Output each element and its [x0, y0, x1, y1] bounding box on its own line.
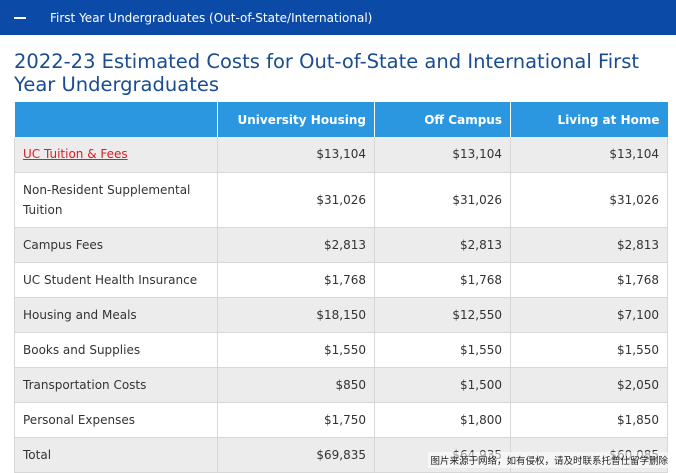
row-label: UC Student Health Insurance — [15, 262, 218, 297]
value-cell: $2,813 — [511, 227, 668, 262]
value-cell: $12,550 — [375, 297, 511, 332]
page-title: 2022-23 Estimated Costs for Out-of-State… — [14, 50, 664, 96]
row-label: Campus Fees — [15, 227, 218, 262]
column-header-label — [15, 102, 218, 137]
value-cell: $1,500 — [375, 367, 511, 402]
value-cell: $31,026 — [218, 172, 375, 227]
table-row: Housing and Meals $18,150 $12,550 $7,100 — [15, 297, 668, 332]
table-row: Campus Fees $2,813 $2,813 $2,813 — [15, 227, 668, 262]
accordion-label: First Year Undergraduates (Out-of-State/… — [50, 11, 372, 25]
value-cell: $13,104 — [375, 137, 511, 172]
table-row: Non-Resident Supplemental Tuition $31,02… — [15, 172, 668, 227]
uc-tuition-fees-link[interactable]: UC Tuition & Fees — [23, 147, 128, 161]
value-cell: $2,050 — [511, 367, 668, 402]
watermark-text: 图片来源于网络，如有侵权，请及时联系托普仕留学删除 — [428, 452, 670, 468]
value-cell: $18,150 — [218, 297, 375, 332]
value-cell: $2,813 — [218, 227, 375, 262]
value-cell: $13,104 — [511, 137, 668, 172]
table-row: Books and Supplies $1,550 $1,550 $1,550 — [15, 332, 668, 367]
value-cell: $2,813 — [375, 227, 511, 262]
row-label: Housing and Meals — [15, 297, 218, 332]
value-cell: $1,768 — [511, 262, 668, 297]
accordion-header[interactable]: First Year Undergraduates (Out-of-State/… — [0, 0, 676, 35]
value-cell: $1,850 — [511, 402, 668, 437]
value-cell: $69,835 — [218, 437, 375, 472]
value-cell: $31,026 — [511, 172, 668, 227]
row-label: Non-Resident Supplemental Tuition — [15, 172, 218, 227]
value-cell: $1,550 — [375, 332, 511, 367]
column-header-off-campus: Off Campus — [375, 102, 511, 137]
column-header-living-at-home: Living at Home — [511, 102, 668, 137]
row-label: Books and Supplies — [15, 332, 218, 367]
table-row: Transportation Costs $850 $1,500 $2,050 — [15, 367, 668, 402]
cost-table: University Housing Off Campus Living at … — [14, 102, 668, 473]
value-cell: $1,550 — [511, 332, 668, 367]
value-cell: $31,026 — [375, 172, 511, 227]
table-row: Personal Expenses $1,750 $1,800 $1,850 — [15, 402, 668, 437]
value-cell: $1,550 — [218, 332, 375, 367]
row-label: Transportation Costs — [15, 367, 218, 402]
value-cell: $7,100 — [511, 297, 668, 332]
table-row: UC Student Health Insurance $1,768 $1,76… — [15, 262, 668, 297]
value-cell: $1,800 — [375, 402, 511, 437]
value-cell: $13,104 — [218, 137, 375, 172]
table-header-row: University Housing Off Campus Living at … — [15, 102, 668, 137]
value-cell: $850 — [218, 367, 375, 402]
minus-icon — [14, 17, 26, 19]
table-row: UC Tuition & Fees $13,104 $13,104 $13,10… — [15, 137, 668, 172]
value-cell: $1,750 — [218, 402, 375, 437]
row-label-cell: UC Tuition & Fees — [15, 137, 218, 172]
value-cell: $1,768 — [218, 262, 375, 297]
row-label: Personal Expenses — [15, 402, 218, 437]
row-label: Total — [15, 437, 218, 472]
value-cell: $1,768 — [375, 262, 511, 297]
column-header-university-housing: University Housing — [218, 102, 375, 137]
